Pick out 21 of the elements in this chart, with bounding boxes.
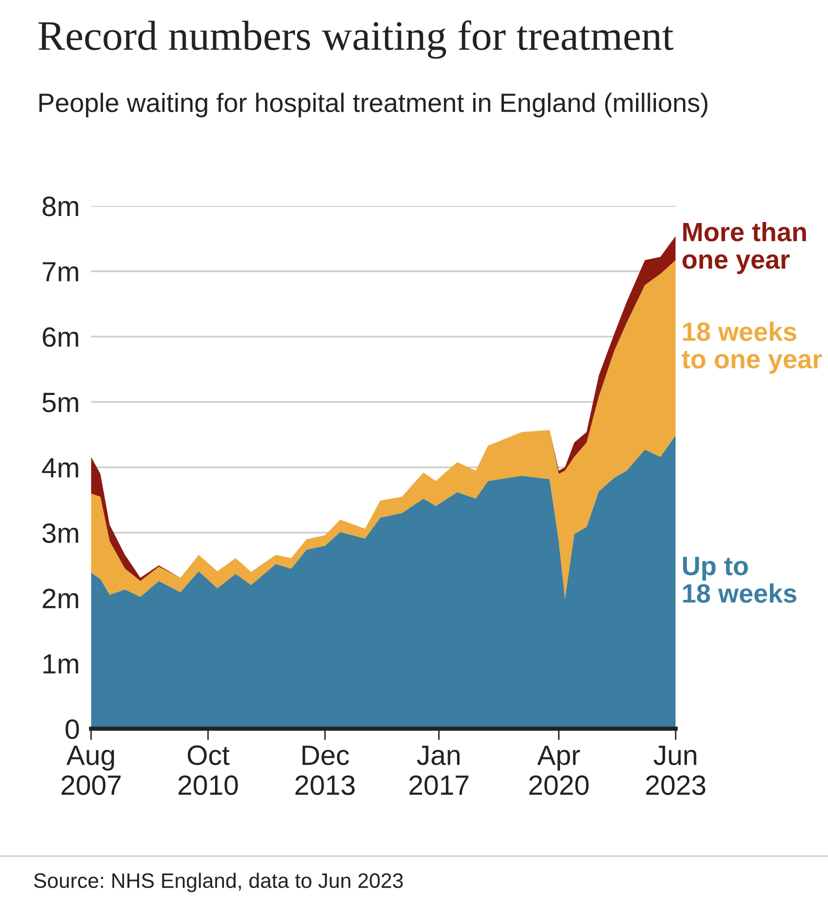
series-label: Up to 18 weeks — [683, 556, 796, 603]
y-tick-label: 4m — [42, 458, 78, 478]
y-tick-label: 1m — [44, 654, 78, 674]
y-tick-label: 6m — [42, 327, 78, 347]
x-tick-label: Apr 2020 — [529, 746, 589, 796]
series-label: More than one year — [682, 222, 806, 274]
chart-title: Record numbers waiting for treatment — [38, 20, 674, 59]
y-tick-label: 5m — [42, 392, 78, 412]
y-tick-label: 2m — [42, 588, 78, 608]
x-tick-label: Oct 2010 — [178, 745, 238, 796]
chart-subtitle: People waiting for hospital treatment in England (millions) — [39, 92, 708, 118]
series-label: 18 weeks to one year — [682, 322, 822, 374]
x-tick-label: Jan 2017 — [409, 746, 468, 796]
y-tick-label: 7m — [42, 262, 78, 282]
y-tick-label: 0 — [66, 719, 79, 740]
x-tick-label: Aug 2007 — [62, 746, 121, 796]
x-tick-label: Dec 2013 — [295, 746, 355, 796]
y-tick-label: 3m — [42, 523, 78, 543]
x-tick-label: Jun 2023 — [646, 746, 706, 796]
source-note: Source: NHS England, data to Jun 2023 — [34, 872, 403, 892]
y-tick-label: 8m — [42, 196, 78, 216]
